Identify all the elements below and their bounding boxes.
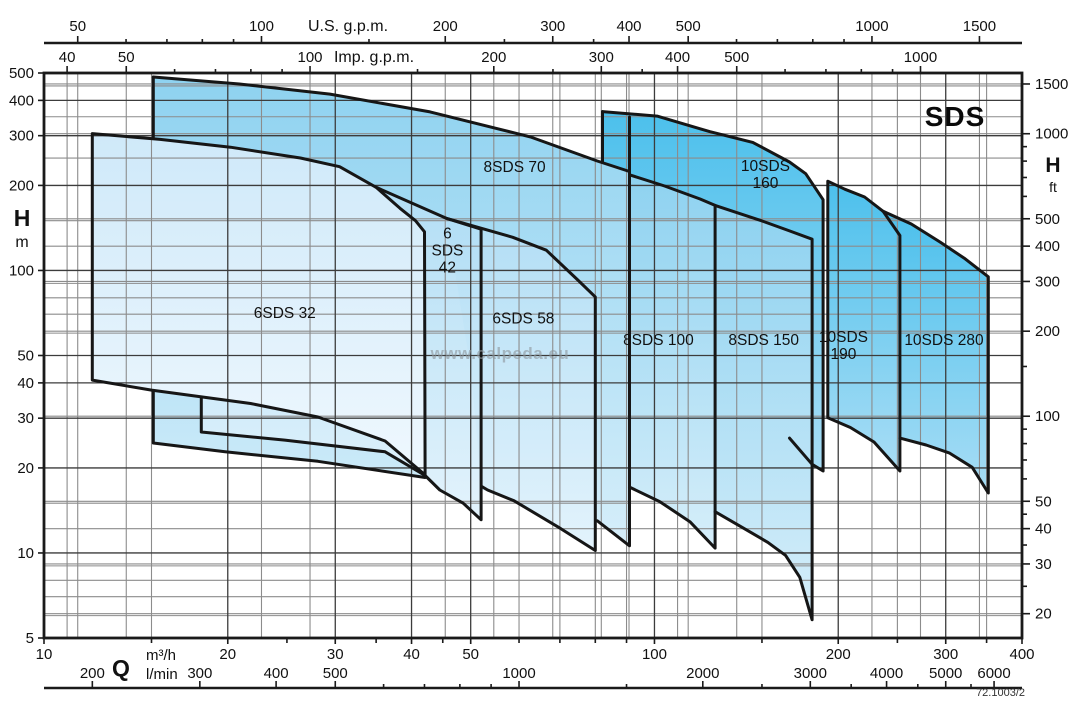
h-ft-tick-label: 300 (1035, 273, 1060, 290)
h-m-tick-label: 300 (9, 128, 34, 145)
boundary-10sds-280-outline (881, 209, 990, 495)
h-left-axis-unit: m (15, 234, 28, 251)
boundary-10sds-160-outline (601, 110, 825, 473)
boundary-8sds-70-right-edge (595, 115, 631, 548)
m3h-tick-label: 50 (462, 646, 479, 663)
q-axis-label: Q (112, 655, 130, 681)
m3h-tick-label: 10 (36, 646, 53, 663)
lmin-tick-label: 200 (80, 665, 105, 682)
m3h-tick-label: 40 (403, 646, 420, 663)
boundary-8sds-70-top (151, 75, 631, 173)
h-ft-tick-label: 500 (1035, 211, 1060, 228)
m3h-tick-label: 300 (933, 646, 958, 663)
h-ft-tick-label: 1000 (1035, 126, 1068, 143)
region-labels: 6SDS 32 6 SDS 42 8SDS 70 6SDS 58 8SDS 100 8SDS … (254, 158, 984, 363)
m3h-tick-label: 30 (327, 646, 344, 663)
imp-gpm-tick-label: 50 (118, 49, 135, 66)
us-gpm-tick-label: 200 (433, 18, 458, 35)
imp-gpm-tick-label: 1000 (904, 49, 937, 66)
h-ft-tick-label: 1500 (1035, 76, 1068, 93)
h-m-tick-label: 10 (17, 545, 34, 562)
lmin-tick-label: 300 (187, 665, 212, 682)
lmin-tick-label: 500 (323, 665, 348, 682)
boundary-8sds-150-outline (713, 203, 814, 622)
imp-gpm-tick-label: 500 (724, 49, 749, 66)
h-left-axis-label: H (14, 205, 31, 231)
imp-gpm-tick-label: 300 (589, 49, 614, 66)
h-m-tick-label: 50 (17, 348, 34, 365)
boundary-8sds-70-left-min (151, 389, 427, 479)
region-label-10sds160: 10SDS 160 (741, 158, 790, 192)
region-label-8sds-150: 8SDS 150 (728, 332, 799, 349)
m3h-tick-label: 400 (1009, 646, 1034, 663)
imp-gpm-tick-label: 200 (481, 49, 506, 66)
imp-gpm-axis-title: Imp. g.p.m. (334, 49, 414, 66)
m3h-tick-label: 100 (642, 646, 667, 663)
document-number: 72.1003/2 (976, 687, 1025, 699)
m3h-tick-label: 20 (219, 646, 236, 663)
m3h-tick-label: 200 (826, 646, 851, 663)
h-m-tick-label: 100 (9, 262, 34, 279)
region-label-10sds190: 10SDS 190 (819, 329, 868, 363)
envelope-10sds-190 (827, 181, 900, 471)
h-ft-tick-label: 100 (1035, 408, 1060, 425)
h-ft-tick-label: 40 (1035, 521, 1052, 538)
h-right-axis-label: H (1045, 154, 1060, 177)
lmin-tick-label: 5000 (929, 665, 962, 682)
h-m-tick-label: 500 (9, 65, 34, 82)
lmin-tick-label: 1000 (502, 665, 535, 682)
h-right-axis-unit: ft (1049, 179, 1057, 195)
lmin-tick-label: 2000 (686, 665, 719, 682)
imp-gpm-tick-label: 40 (59, 49, 76, 66)
lmin-tick-label: 6000 (977, 665, 1010, 682)
h-ft-tick-label: 20 (1035, 606, 1052, 623)
region-label-8sds-70: 8SDS 70 (484, 159, 546, 176)
envelope-8sds-100 (629, 174, 716, 549)
h-ft-tick-label: 50 (1035, 493, 1052, 510)
gridlines (44, 73, 1022, 638)
region-label-8sds-100: 8SDS 100 (623, 332, 694, 349)
boundary-8sds-100-outline (628, 173, 717, 550)
watermark: www.calpeda.eu (430, 344, 570, 363)
us-gpm-tick-label: 500 (676, 18, 701, 35)
h-m-tick-label: 5 (26, 630, 34, 647)
envelope-8sds-150 (715, 205, 813, 620)
us-gpm-tick-label: 100 (249, 18, 274, 35)
boundary-6sds-58-outline (444, 216, 597, 552)
h-m-tick-label: 200 (9, 177, 34, 194)
region-label-10sds-280: 10SDS 280 (904, 332, 984, 349)
h-ft-tick-label: 30 (1035, 556, 1052, 573)
lmin-tick-label: 3000 (794, 665, 827, 682)
region-label-6sds-32: 6SDS 32 (254, 305, 316, 322)
lmin-tick-label: 400 (264, 665, 289, 682)
imp-gpm-tick-label: 400 (665, 49, 690, 66)
q-axis-unit-m3h: m³/h (146, 647, 176, 664)
boundary-10sds-190-outline (826, 179, 902, 473)
imp-gpm-tick-label: 100 (298, 49, 323, 66)
us-gpm-tick-label: 300 (540, 18, 565, 35)
h-m-tick-label: 40 (17, 375, 34, 392)
us-gpm-tick-label: 1500 (963, 18, 996, 35)
h-ft-tick-label: 200 (1035, 323, 1060, 340)
axes (38, 36, 1030, 690)
us-gpm-axis-title: U.S. g.p.m. (308, 18, 388, 35)
envelope-boundaries (90, 75, 990, 622)
h-m-tick-label: 20 (17, 460, 34, 477)
region-label-6sds-58: 6SDS 58 (492, 310, 554, 327)
h-m-tick-label: 400 (9, 92, 34, 109)
h-ft-tick-label: 400 (1035, 238, 1060, 255)
boundary-6sds-42-min (199, 395, 427, 477)
series-badge: SDS (924, 101, 986, 132)
region-label-6sds42: 6 SDS 42 (431, 226, 463, 277)
h-m-tick-label: 30 (17, 410, 34, 427)
lmin-tick-label: 4000 (870, 665, 903, 682)
us-gpm-tick-label: 50 (69, 18, 86, 35)
q-axis-unit-lmin: l/min (146, 666, 178, 683)
us-gpm-tick-label: 1000 (855, 18, 888, 35)
us-gpm-tick-label: 400 (617, 18, 642, 35)
